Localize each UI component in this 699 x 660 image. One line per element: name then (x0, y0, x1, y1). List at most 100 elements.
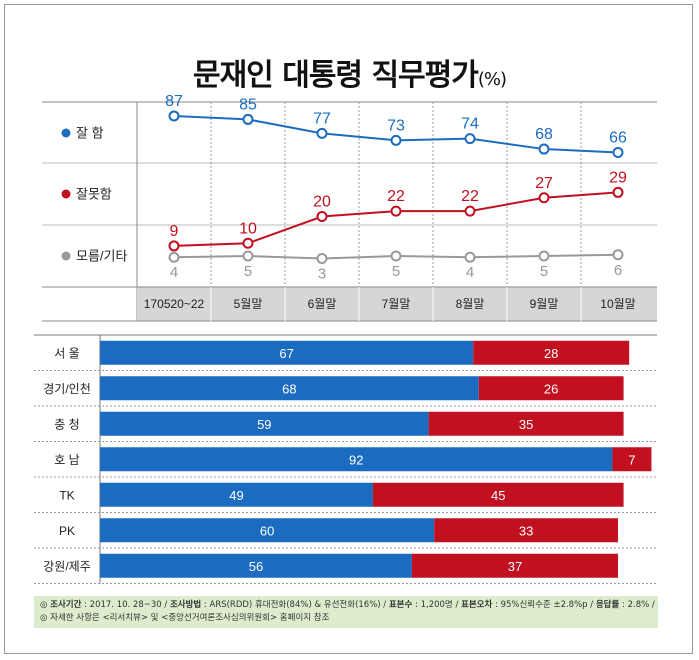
bar-approve (100, 340, 474, 365)
data-point (242, 250, 254, 262)
x-tick-label: 6월말 (308, 297, 337, 311)
data-point (168, 240, 180, 252)
bar-approve (100, 376, 479, 401)
bar-approve (100, 553, 412, 578)
data-point (464, 133, 476, 145)
bar-category-label: 강원/제주 (43, 559, 91, 573)
footnote-value-2: : 1,200명 / (412, 600, 462, 610)
data-point (242, 237, 254, 249)
x-tick-label: 10월말 (600, 297, 635, 311)
data-label: 10 (239, 220, 257, 237)
footnote-value-3: : 95%신뢰수준 ±2.8%p / (492, 600, 596, 610)
data-point (168, 110, 180, 122)
bar-approve (100, 482, 373, 507)
infographic-frame (4, 4, 693, 654)
bar-value-label: 92 (349, 452, 363, 467)
data-label: 29 (609, 169, 627, 186)
data-point (464, 251, 476, 263)
bar-category-label: 호 남 (54, 453, 79, 467)
bar-value-label: 68 (282, 381, 296, 396)
data-label: 73 (387, 117, 405, 134)
data-label: 5 (392, 263, 400, 280)
data-point (538, 192, 550, 204)
x-tick-label: 170520~22 (144, 297, 205, 311)
footnote-line-1: ◎ 조사기간 : 2017. 10. 28~30 / 조사방법 : ARS(RD… (40, 599, 658, 612)
bar-disapprove (434, 518, 619, 543)
bar-value-label: 60 (260, 523, 274, 538)
bar-value-label: 67 (279, 346, 293, 361)
legend-label: 잘 함 (76, 126, 104, 141)
data-label: 22 (387, 188, 405, 205)
footnote-label-3: 표본오차 (461, 600, 493, 610)
data-point (390, 134, 402, 146)
data-label: 5 (540, 263, 548, 280)
footnote-label-2: 표본수 (388, 600, 413, 610)
data-label: 9 (170, 223, 179, 240)
data-point (538, 143, 550, 155)
bar-approve (100, 411, 429, 436)
bar-category-label: 경기/인천 (43, 381, 91, 396)
chart-title: 문재인 대통령 직무평가(%) (0, 50, 699, 94)
bar-value-label: 59 (257, 417, 271, 432)
legend-label: 모름/기타 (76, 249, 127, 264)
footnote-label-1: 조사방법 (169, 600, 202, 610)
bar-category-label: PK (59, 524, 75, 538)
bar-disapprove (473, 340, 630, 365)
footnote-value-1: : ARS(RDD) 휴대전화(84%) & 유선전화(16%) / (201, 600, 389, 610)
bar-value-label: 35 (519, 417, 533, 432)
bar-disapprove (612, 447, 652, 472)
bar-value-label: 28 (544, 346, 558, 361)
data-point (390, 250, 402, 262)
data-point (316, 252, 328, 264)
bar-disapprove (411, 553, 619, 578)
data-point (390, 205, 402, 217)
data-label: 68 (535, 126, 553, 143)
bar-value-label: 56 (249, 559, 263, 574)
data-point (316, 127, 328, 139)
data-label: 20 (313, 194, 331, 211)
footnote-label-4: 응답률 (595, 600, 620, 610)
data-point (612, 147, 624, 159)
bar-category-label: 충 청 (54, 417, 79, 431)
bar-disapprove (428, 411, 624, 436)
legend-marker (61, 128, 71, 138)
footnote-value-4: : 2.8% / (619, 600, 658, 610)
data-label: 27 (535, 175, 553, 192)
bar-value-label: 26 (544, 381, 558, 396)
footnote-label-5: 조사주관 (657, 600, 658, 610)
x-tick-label: 9월말 (530, 297, 559, 311)
bar-disapprove (372, 482, 624, 507)
footnote: ◎ 조사기간 : 2017. 10. 28~30 / 조사방법 : ARS(RD… (34, 596, 658, 628)
bar-disapprove (478, 376, 624, 401)
bar-value-label: 45 (491, 488, 505, 503)
data-point (464, 205, 476, 217)
x-axis-band (137, 287, 657, 321)
x-tick-label: 8월말 (456, 297, 485, 311)
data-label: 3 (318, 265, 326, 282)
data-label: 6 (614, 262, 622, 279)
x-tick-label: 5월말 (234, 297, 263, 311)
data-point (168, 251, 180, 263)
data-point (316, 211, 328, 222)
legend-marker (61, 251, 71, 261)
data-point (538, 250, 550, 262)
footnote-line-1-content: 조사기간 : 2017. 10. 28~30 / 조사방법 : ARS(RDD)… (50, 600, 658, 610)
x-tick-label: 7월말 (382, 297, 411, 311)
bar-value-label: 37 (508, 559, 522, 574)
bar-value-label: 7 (628, 452, 635, 467)
bar-approve (100, 447, 613, 472)
data-point (242, 113, 254, 125)
footnote-label-0: 조사기간 (50, 600, 82, 610)
data-label: 87 (165, 93, 183, 110)
data-label: 4 (170, 264, 178, 281)
legend-marker (61, 189, 71, 199)
footnote-value-0: : 2017. 10. 28~30 / (81, 600, 170, 610)
data-label: 5 (244, 263, 252, 280)
bar-approve (100, 518, 435, 543)
chart-title-text: 문재인 대통령 직무평가 (192, 58, 479, 93)
bar-value-label: 49 (229, 488, 243, 503)
footnote-line-2: ◎ 자세한 사항은 <리서치뷰> 및 <중앙선거여론조사심의위원회> 홈페이지 … (40, 613, 330, 623)
data-label: 22 (461, 188, 479, 205)
data-label: 85 (239, 96, 257, 113)
